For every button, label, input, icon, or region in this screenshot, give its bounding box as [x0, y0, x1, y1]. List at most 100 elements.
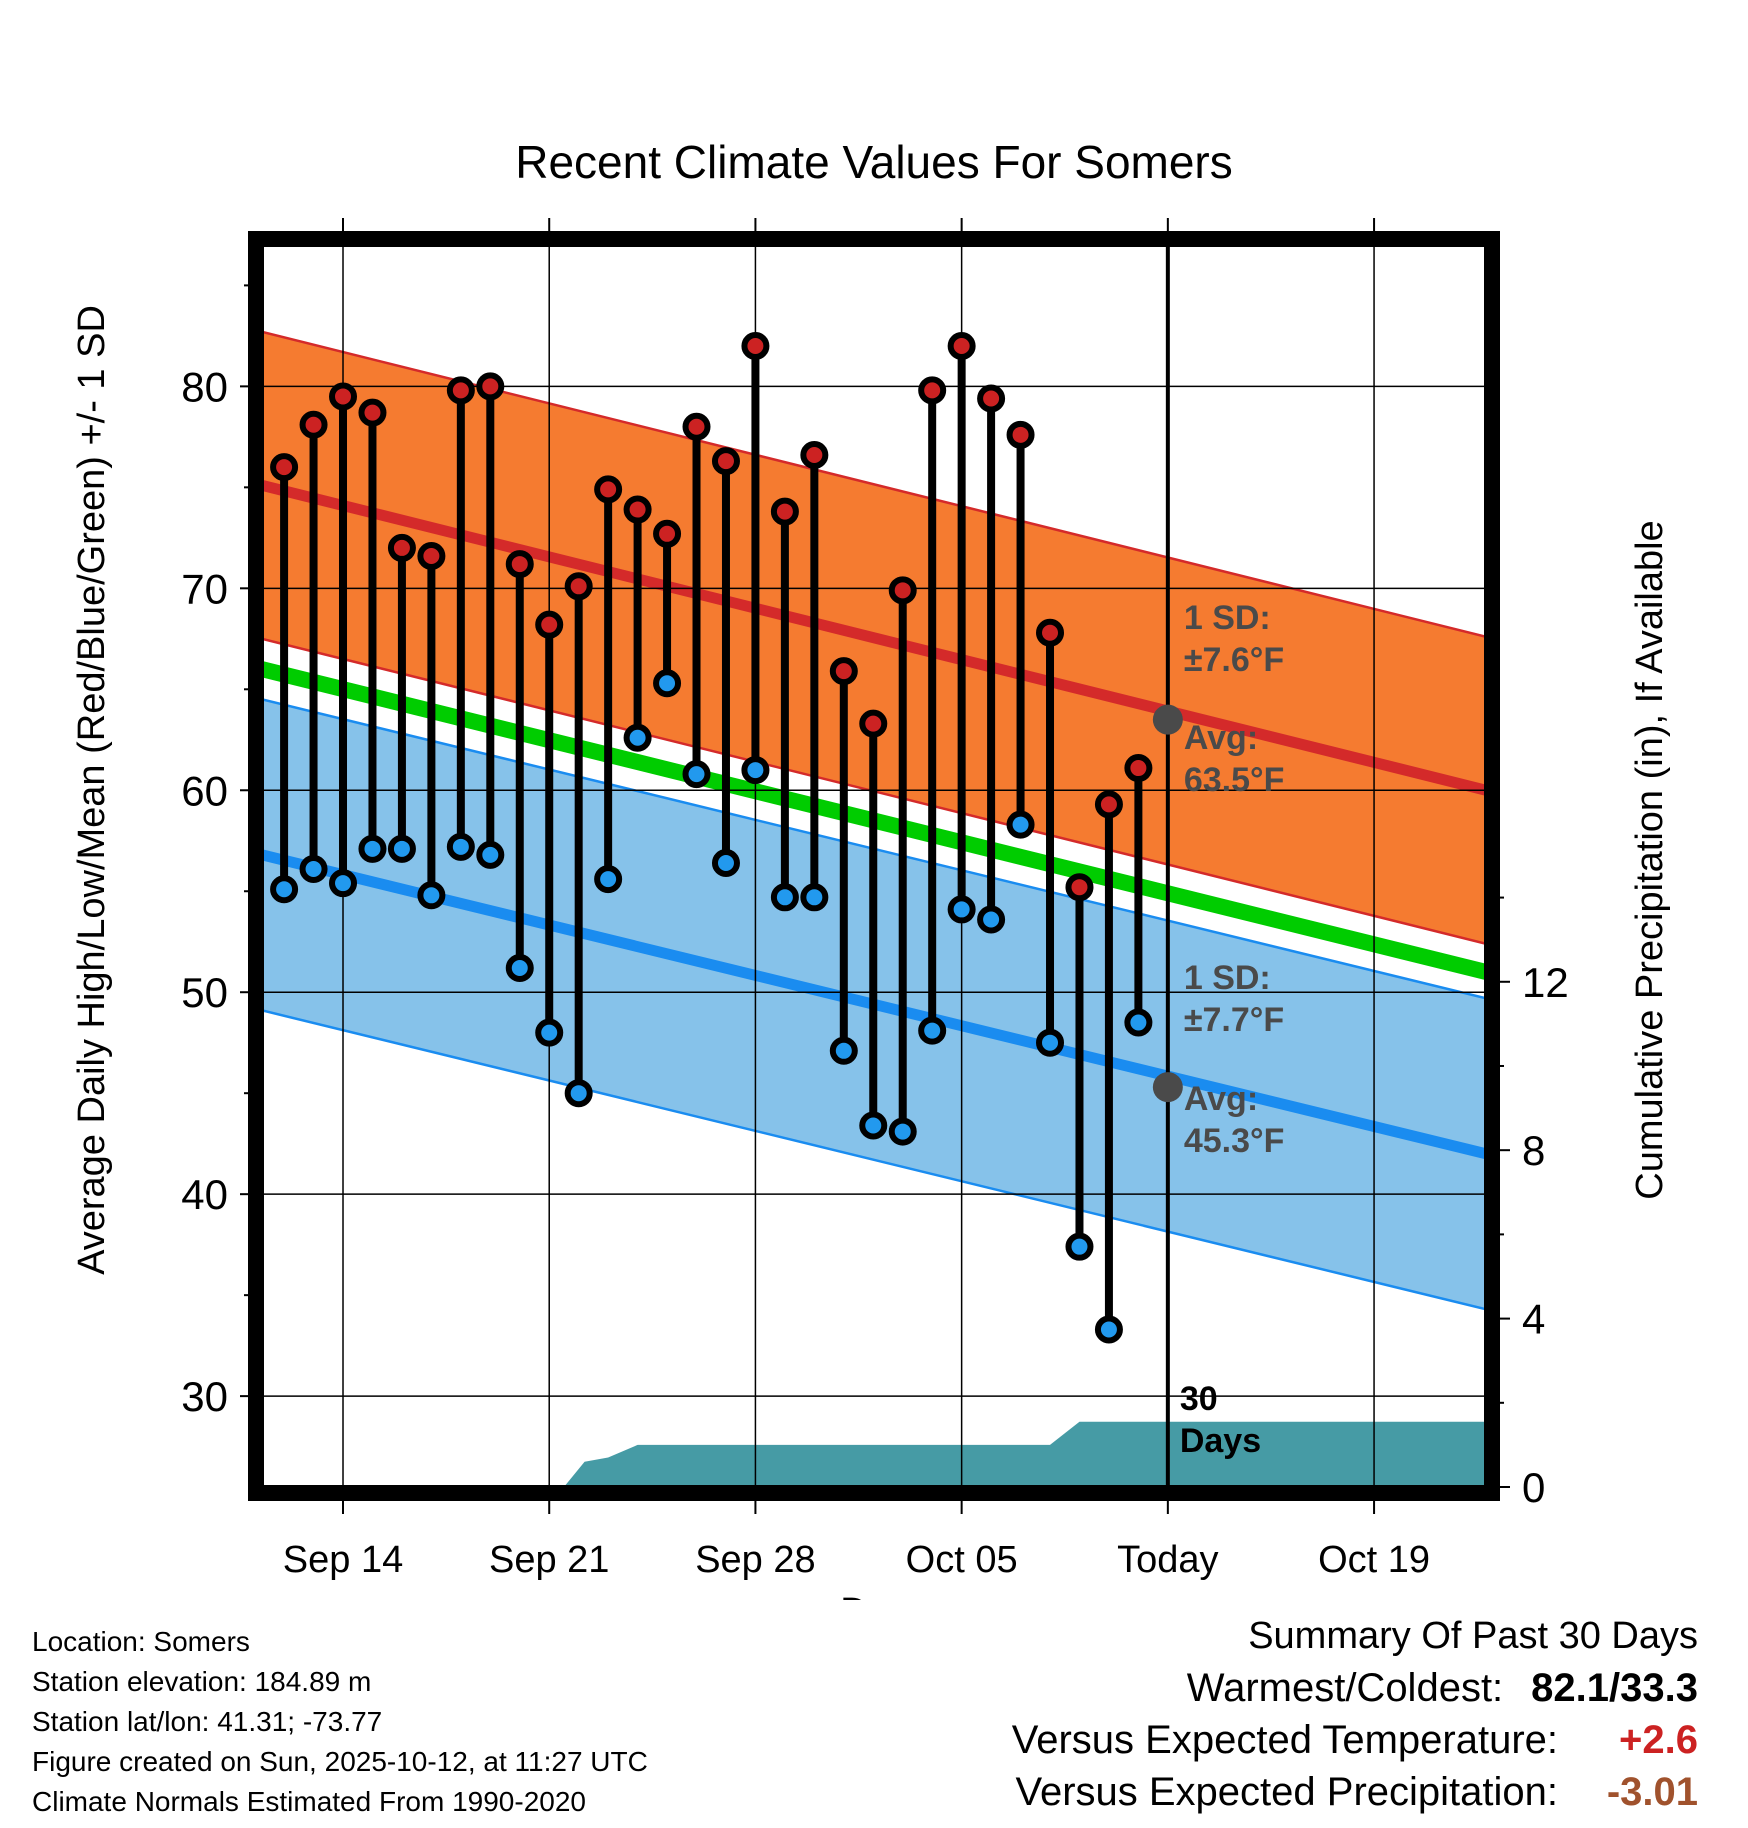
day-observation	[299, 410, 328, 884]
day-observation	[888, 576, 917, 1146]
x-tick-label: Today	[1117, 1539, 1218, 1581]
day-observation	[1006, 420, 1035, 839]
high-temp-point	[977, 384, 1006, 413]
elevation-text: Station elevation: 184.89 m	[32, 1666, 372, 1697]
low-temp-point	[358, 834, 387, 863]
low-temp-point	[329, 869, 358, 898]
day-observation	[800, 441, 829, 912]
created-text: Figure created on Sun, 2025-10-12, at 11…	[32, 1746, 648, 1777]
high-temp-point	[770, 497, 799, 526]
low-sd-band-lower-edge	[262, 1009, 1486, 1311]
x-axis-label: Day	[840, 1591, 908, 1600]
high-temp-point	[1006, 420, 1035, 449]
low-temp-point	[1094, 1315, 1123, 1344]
x-tick-label: Sep 28	[695, 1539, 815, 1581]
high-temp-point	[417, 542, 446, 571]
avg-low-marker	[1152, 1072, 1183, 1103]
low-temp-point	[859, 1111, 888, 1140]
low-temp-point	[299, 855, 328, 884]
high-temp-point	[741, 331, 770, 360]
y-tick-label: 80	[181, 363, 228, 410]
high-temp-point	[623, 495, 652, 524]
station-info: Location: Somers Station elevation: 184.…	[32, 1622, 648, 1822]
low-temp-point	[829, 1036, 858, 1065]
plot-frame	[248, 231, 1500, 1501]
low-temp-point	[476, 840, 505, 869]
y-tick-label: 30	[181, 1373, 228, 1420]
avg-high-marker	[1152, 704, 1183, 735]
low-temp-point	[1036, 1028, 1065, 1057]
low-temp-point	[711, 848, 740, 877]
normal-high-line	[262, 479, 1486, 796]
day-observation	[505, 550, 534, 982]
high-temp-point	[476, 372, 505, 401]
high-temp-point	[682, 412, 711, 441]
low-temp-point	[918, 1016, 947, 1045]
x-tick-label: Sep 21	[489, 1539, 609, 1581]
low-temp-point	[888, 1117, 917, 1146]
day-observation	[1065, 873, 1094, 1261]
day-observation	[859, 709, 888, 1140]
y2-tick-label: 12	[1522, 959, 1569, 1006]
low-temp-point	[270, 875, 299, 904]
high-temp-point	[888, 576, 917, 605]
day-observation	[417, 542, 446, 910]
day-observation	[476, 372, 505, 869]
summary-temperature: Versus Expected Temperature: +2.6	[798, 1714, 1698, 1766]
high-avg-value: 63.5°F	[1184, 761, 1285, 799]
y2-tick-label: 4	[1522, 1296, 1545, 1343]
day-observation	[918, 376, 947, 1045]
chart-title: Recent Climate Values For Somers	[515, 136, 1233, 188]
precipitation-label: Versus Expected Precipitation:	[1015, 1770, 1558, 1814]
day-observation	[829, 657, 858, 1065]
day-observation	[387, 533, 416, 863]
location-text: Location: Somers	[32, 1626, 250, 1657]
high-temp-point	[1036, 618, 1065, 647]
day-observation	[594, 475, 623, 894]
temperature-label: Versus Expected Temperature:	[1011, 1718, 1558, 1762]
precipitation-anomaly-value: -3.01	[1606, 1770, 1698, 1814]
climate-chart: Recent Climate Values For Somers 1 SD: ±7…	[71, 136, 1671, 1600]
high-temp-point	[947, 331, 976, 360]
y-axis-label: Average Daily High/Low/Mean (Red/Blue/Gr…	[71, 305, 113, 1275]
day-observation	[711, 447, 740, 877]
summary-title: Summary Of Past 30 Days	[1248, 1615, 1698, 1657]
period-label-number: 30	[1180, 1380, 1218, 1418]
y2-axis-label: Cumulative Precipitation (in), If Availa…	[1629, 520, 1671, 1199]
warmest-coldest-label: Warmest/Coldest:	[1186, 1666, 1504, 1710]
high-temp-point	[1124, 754, 1153, 783]
high-temp-point	[387, 533, 416, 562]
day-observation	[535, 610, 564, 1047]
day-observation	[947, 331, 976, 924]
plot-content	[262, 245, 1486, 1487]
day-observation	[1036, 618, 1065, 1057]
low-avg-label: Avg:	[1184, 1080, 1258, 1118]
day-observation	[770, 497, 799, 912]
high-temp-point	[299, 410, 328, 439]
y-tick-label: 60	[181, 767, 228, 814]
period-label-days: Days	[1180, 1422, 1261, 1460]
day-observation	[741, 331, 770, 785]
summary-warmest-coldest: Warmest/Coldest: 82.1/33.3	[798, 1662, 1698, 1714]
y-tick-label: 40	[181, 1171, 228, 1218]
day-observation	[977, 384, 1006, 934]
high-temp-point	[594, 475, 623, 504]
low-temp-point	[770, 883, 799, 912]
high-temp-point	[505, 550, 534, 579]
high-temp-point	[270, 453, 299, 482]
day-observation	[446, 376, 475, 861]
high-temp-point	[329, 382, 358, 411]
summary-panel: Summary Of Past 30 Days Warmest/Coldest:…	[798, 1610, 1698, 1818]
low-temp-point	[564, 1079, 593, 1108]
high-temp-point	[859, 709, 888, 738]
high-temp-point	[653, 519, 682, 548]
high-temp-point	[1094, 790, 1123, 819]
low-temp-point	[446, 832, 475, 861]
low-temp-point	[594, 865, 623, 894]
low-temp-point	[1124, 1008, 1153, 1037]
normals-text: Climate Normals Estimated From 1990-2020	[32, 1786, 586, 1817]
high-temp-point	[358, 398, 387, 427]
y2-tick-label: 8	[1522, 1127, 1545, 1174]
low-temp-point	[947, 895, 976, 924]
low-temp-point	[1065, 1232, 1094, 1261]
